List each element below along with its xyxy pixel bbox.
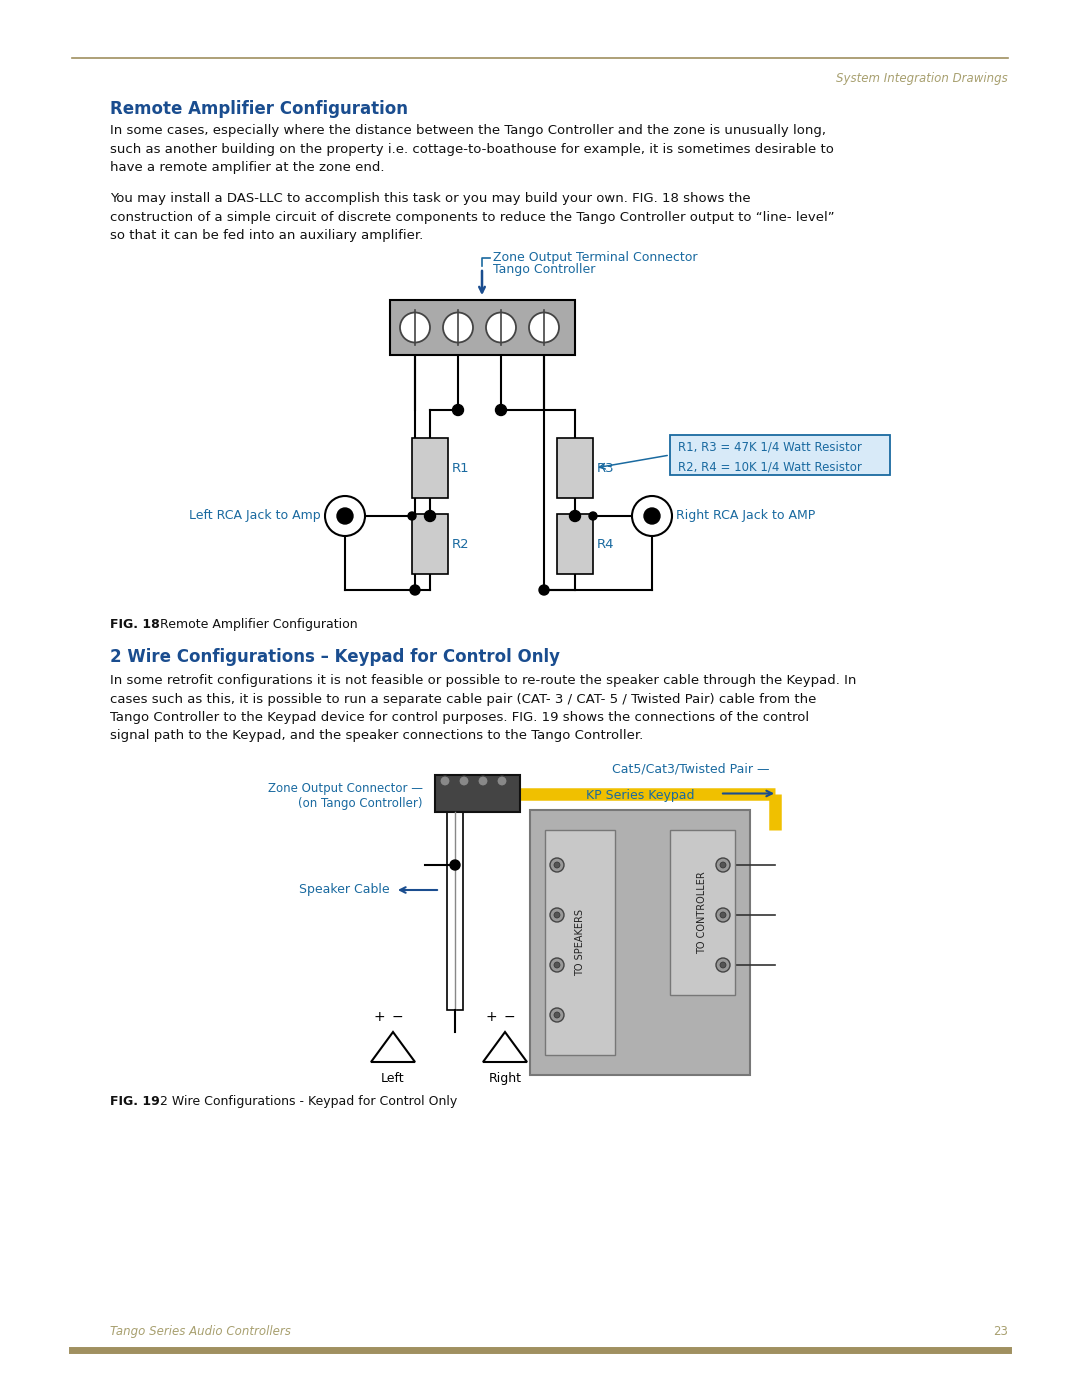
Circle shape [400,313,430,342]
Circle shape [496,405,507,415]
Text: Zone Output Terminal Connector: Zone Output Terminal Connector [492,250,698,264]
Text: Tango Series Audio Controllers: Tango Series Audio Controllers [110,1324,291,1338]
Circle shape [440,775,450,787]
Circle shape [720,963,726,968]
Text: Remote Amplifier Configuration: Remote Amplifier Configuration [152,617,357,631]
Text: Left RCA Jack to Amp: Left RCA Jack to Amp [189,510,321,522]
Bar [411,439,448,497]
Circle shape [716,958,730,972]
Text: You may install a DAS-LLC to accomplish this task or you may build your own. FIG: You may install a DAS-LLC to accomplish … [110,191,835,242]
Circle shape [716,858,730,872]
Text: Right: Right [488,1071,522,1085]
Text: (on Tango Controller): (on Tango Controller) [298,798,423,810]
Text: KP Series Keypad: KP Series Keypad [585,789,694,802]
Text: 2 Wire Configurations - Keypad for Control Only: 2 Wire Configurations - Keypad for Contr… [152,1095,457,1108]
Circle shape [497,775,507,787]
Text: R4: R4 [597,538,615,550]
Circle shape [589,511,597,520]
Text: L: L [442,788,448,799]
Text: In some cases, especially where the distance between the Tango Controller and th: In some cases, especially where the dist… [110,124,834,175]
Circle shape [644,509,660,524]
Bar [447,812,463,1010]
Text: Cat5/Cat3/Twisted Pair —: Cat5/Cat3/Twisted Pair — [612,763,770,775]
Circle shape [720,912,726,918]
Text: System Integration Drawings: System Integration Drawings [836,73,1008,85]
Bar [411,514,448,574]
Text: 23: 23 [994,1324,1008,1338]
Circle shape [550,1009,564,1023]
Circle shape [550,958,564,972]
Circle shape [410,585,420,595]
Circle shape [539,585,549,595]
Circle shape [443,313,473,342]
Circle shape [716,908,730,922]
Circle shape [408,511,416,520]
Circle shape [720,862,726,868]
Bar [545,830,615,1055]
Bar [557,439,593,497]
Circle shape [486,313,516,342]
Text: TO SPEAKERS: TO SPEAKERS [575,909,585,977]
Text: −: − [503,1010,515,1024]
Text: −: − [391,1010,403,1024]
Circle shape [550,858,564,872]
Circle shape [554,912,561,918]
Circle shape [459,775,469,787]
Circle shape [478,775,488,787]
Bar [435,775,519,812]
Text: Zone Output Connector —: Zone Output Connector — [268,782,423,795]
Circle shape [554,963,561,968]
Circle shape [569,510,581,521]
Text: Speaker Cable: Speaker Cable [299,883,390,897]
Polygon shape [483,1032,527,1062]
Text: R: R [498,788,505,799]
Text: Left: Left [381,1071,405,1085]
Circle shape [325,496,365,536]
Polygon shape [372,1032,415,1062]
Circle shape [632,496,672,536]
Bar [670,434,890,475]
Bar [557,514,593,574]
Text: G: G [480,788,487,799]
Text: R1: R1 [453,461,470,475]
Circle shape [529,313,559,342]
Text: +: + [485,1010,497,1024]
Bar [530,810,750,1076]
Text: R2: R2 [453,538,470,550]
Text: Right RCA Jack to AMP: Right RCA Jack to AMP [676,510,815,522]
Circle shape [453,405,463,415]
Text: D: D [460,788,468,799]
Text: R1, R3 = 47K 1/4 Watt Resistor
R2, R4 = 10K 1/4 Watt Resistor: R1, R3 = 47K 1/4 Watt Resistor R2, R4 = … [678,441,862,474]
Text: +: + [374,1010,384,1024]
Text: Remote Amplifier Configuration: Remote Amplifier Configuration [110,101,408,117]
Circle shape [554,862,561,868]
Bar [670,830,735,995]
Text: 2 Wire Configurations – Keypad for Control Only: 2 Wire Configurations – Keypad for Contr… [110,648,561,666]
Circle shape [550,908,564,922]
Text: FIG. 19: FIG. 19 [110,1095,160,1108]
Text: In some retrofit configurations it is not feasible or possible to re-route the s: In some retrofit configurations it is no… [110,673,856,742]
Text: Tango Controller: Tango Controller [492,264,595,277]
Circle shape [337,509,353,524]
Text: TO CONTROLLER: TO CONTROLLER [698,872,707,954]
Text: R3: R3 [597,461,615,475]
Text: FIG. 18: FIG. 18 [110,617,160,631]
Circle shape [450,861,460,870]
Circle shape [554,1011,561,1018]
Circle shape [424,510,435,521]
Bar [390,300,575,355]
